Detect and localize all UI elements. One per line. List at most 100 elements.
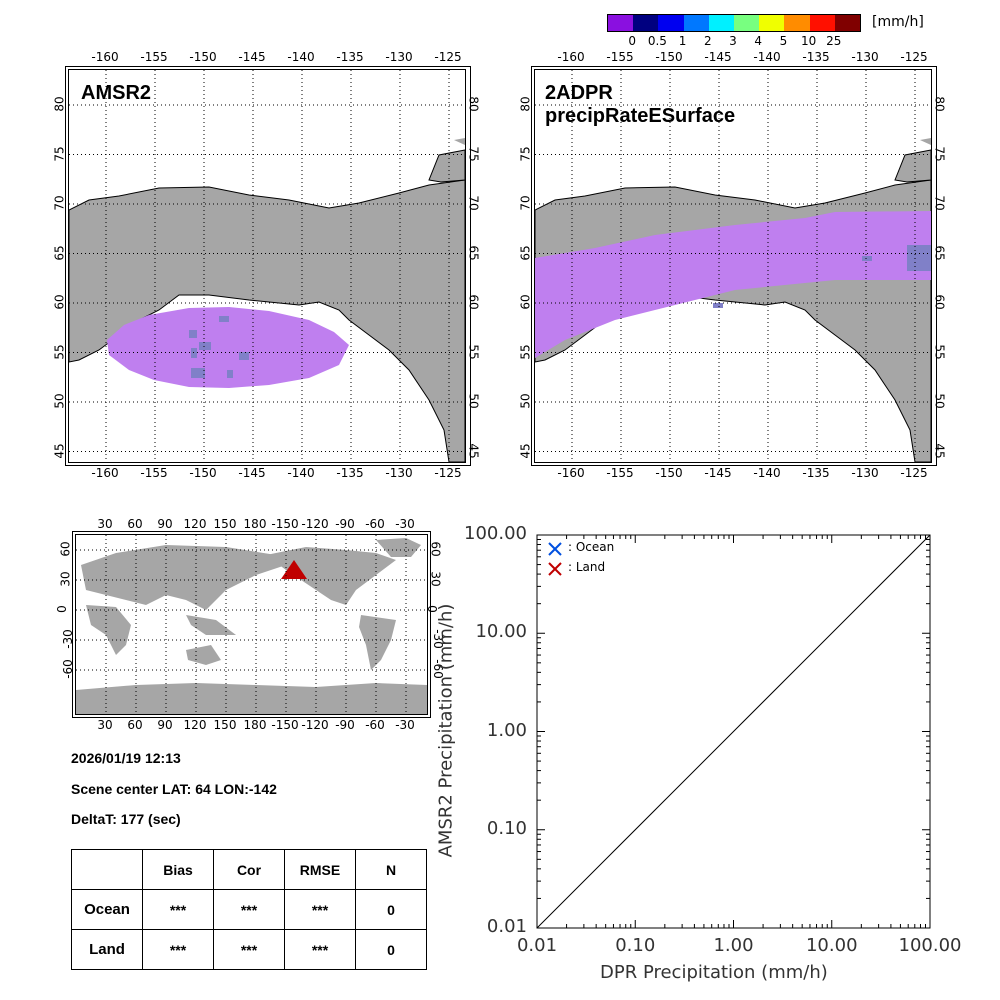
longitude-tick-label: -135: [336, 466, 364, 480]
x-axis-label: DPR Precipitation (mm/h): [600, 962, 828, 983]
longitude-tick-label: 90: [157, 517, 173, 531]
scene-location-marker: [281, 560, 307, 579]
longitude-tick-label: 60: [127, 517, 143, 531]
longitude-tick-label: -120: [301, 718, 329, 732]
longitude-tick-label: -155: [140, 50, 168, 64]
y-tick-label: 1.00: [486, 719, 527, 741]
stats-row-ocean: Ocean *** *** *** 0: [71, 889, 427, 930]
graticule: [76, 535, 427, 714]
longitude-tick-label: -120: [301, 517, 329, 531]
longitude-tick-label: 120: [183, 718, 207, 732]
y-tick-label: 100.00: [464, 523, 527, 544]
y-axis-label: AMSR2 Precipitation (mm/h): [435, 603, 457, 858]
cell-rmse: ***: [284, 929, 356, 970]
colorbar-unit: [mm/h]: [872, 14, 924, 30]
x-tick-label: 100.00: [898, 935, 962, 956]
cell-bias: ***: [142, 889, 214, 930]
longitude-tick-label: -125: [900, 50, 928, 64]
x-tick-label: 1.00: [713, 935, 754, 956]
colorbar-tick-label: 2: [703, 34, 712, 48]
longitude-tick-label: -135: [336, 50, 364, 64]
cell-rmse: ***: [284, 889, 356, 930]
scene-center-label: Scene center LAT: 64 LON:-142: [71, 781, 277, 797]
amsr2-map: [68, 69, 466, 463]
precip-heavy-cells: [713, 245, 931, 308]
longitude-tick-label: -130: [385, 466, 413, 480]
longitude-tick-label: -150: [655, 50, 683, 64]
legend-land-label: : Land: [568, 560, 606, 574]
graticule: [69, 70, 465, 462]
x-tick-label: 0.10: [615, 935, 656, 956]
cell-n: 0: [355, 929, 427, 970]
longitude-tick-label: -160: [557, 466, 585, 480]
colorbar-tick-label: 25: [826, 34, 842, 48]
colorbar-tick-label: 0: [628, 34, 637, 48]
longitude-tick-label: -145: [238, 50, 266, 64]
colorbar-swatch: [759, 15, 785, 31]
colorbar-swatch: [834, 15, 861, 31]
longitude-tick-label: -145: [704, 50, 732, 64]
x-tick-label: 10.00: [805, 935, 858, 956]
longitude-tick-label: -150: [655, 466, 683, 480]
longitude-tick-label: -160: [91, 466, 119, 480]
longitude-tick-label: -140: [287, 50, 315, 64]
longitude-tick-label: 150: [213, 718, 237, 732]
cell-bias: ***: [142, 929, 214, 970]
longitude-tick-label: -130: [385, 50, 413, 64]
dpr-map: [534, 69, 932, 463]
stats-table: Bias Cor RMSE N Ocean *** *** *** 0 Land…: [71, 849, 427, 970]
longitude-tick-label: 180: [243, 718, 267, 732]
longitude-tick-label: -160: [557, 50, 585, 64]
graticule: [535, 70, 931, 462]
longitude-tick-label: -130: [851, 50, 879, 64]
dpr-map-title: 2ADPR precipRateESurface: [545, 82, 736, 127]
longitude-tick-label: -150: [189, 50, 217, 64]
longitude-tick-label: -30: [395, 517, 415, 531]
colorbar-tick-label: 10: [800, 34, 817, 48]
legend-marker-x: [548, 562, 562, 576]
colorbar-tick-label: 1: [678, 34, 687, 48]
longitude-tick-label: -155: [140, 466, 168, 480]
longitude-tick-label: 30: [97, 517, 113, 531]
longitude-tick-label: 90: [157, 718, 173, 732]
longitude-tick-label: -125: [900, 466, 928, 480]
longitude-tick-label: -160: [91, 50, 119, 64]
longitude-tick-label: -150: [189, 466, 217, 480]
longitude-tick-label: -125: [434, 466, 462, 480]
legend-marker-x: [548, 542, 562, 556]
land-greenland: [428, 149, 465, 183]
longitude-tick-label: -125: [434, 50, 462, 64]
longitude-tick-label: 120: [183, 517, 207, 531]
land-island: [454, 138, 465, 145]
colorbar-swatch: [708, 15, 735, 31]
colorbar-swatch: [658, 15, 684, 31]
longitude-tick-label: 60: [127, 718, 143, 732]
longitude-tick-label: -60: [365, 517, 385, 531]
land-island: [920, 138, 931, 145]
longitude-tick-label: -90: [335, 517, 355, 531]
precip-area-amsr2: [107, 307, 349, 388]
longitude-tick-label: -140: [753, 466, 781, 480]
colorbar-tick-label: 3: [729, 34, 737, 48]
y-tick-label: 0.10: [486, 817, 527, 839]
longitude-tick-label: 150: [213, 517, 237, 531]
datetime-label: 2026/01/19 12:13: [71, 750, 181, 766]
longitude-tick-label: -90: [335, 718, 355, 732]
colorbar-swatch: [608, 15, 634, 31]
longitude-tick-label: -30: [395, 718, 415, 732]
colorbar-swatch: [734, 15, 760, 31]
stats-row-land: Land *** *** *** 0: [71, 929, 427, 970]
colorbar-swatch: [809, 15, 835, 31]
longitude-tick-label: -145: [704, 466, 732, 480]
longitude-tick-label: -140: [753, 50, 781, 64]
longitude-tick-label: -130: [851, 466, 879, 480]
y-tick-label: 0.01: [486, 916, 527, 937]
row-label: Ocean: [71, 889, 143, 930]
colorbar-tick-label: 5: [779, 34, 788, 48]
colorbar-swatch: [633, 15, 659, 31]
row-label: Land: [71, 929, 143, 970]
longitude-tick-label: 180: [243, 517, 267, 531]
deltat-label: DeltaT: 177 (sec): [71, 811, 181, 827]
global-locator-map: [75, 534, 428, 715]
